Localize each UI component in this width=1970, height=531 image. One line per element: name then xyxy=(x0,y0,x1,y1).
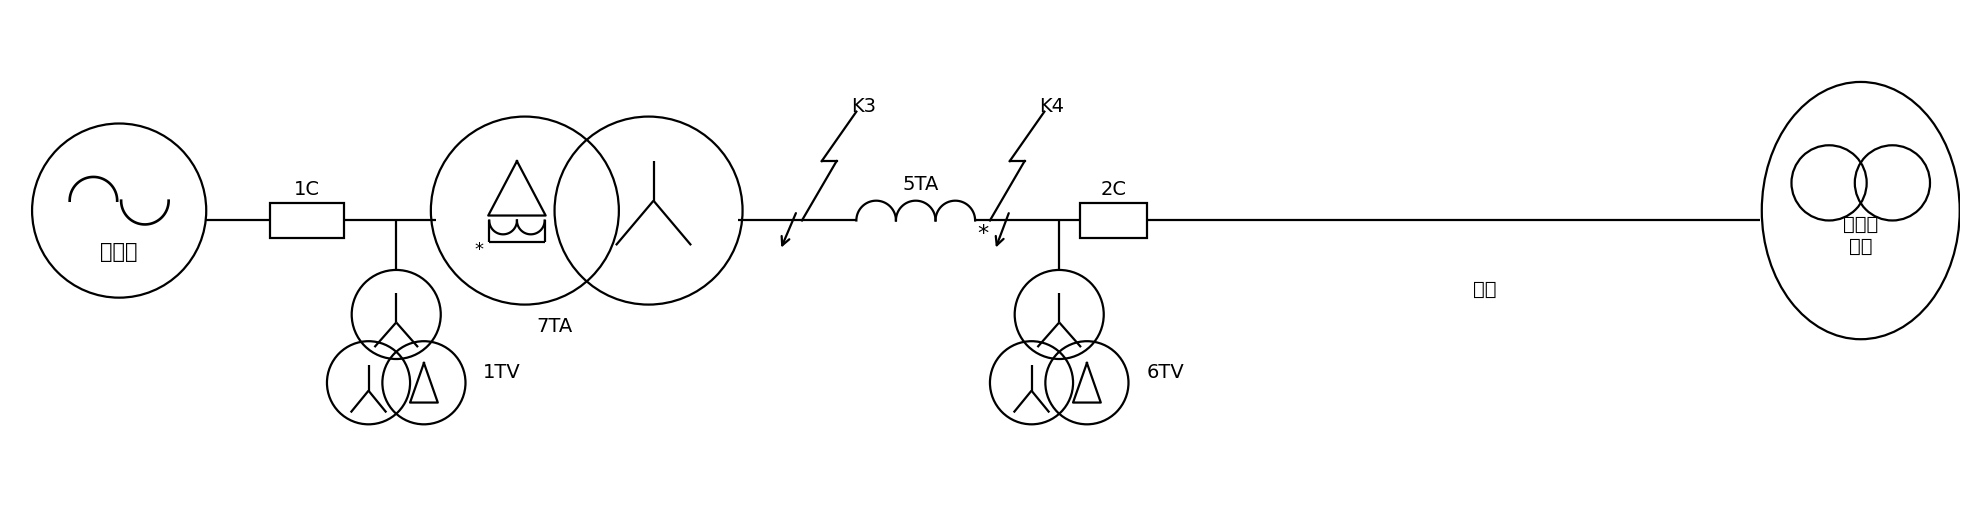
Text: 1C: 1C xyxy=(294,180,321,199)
Text: 6TV: 6TV xyxy=(1147,363,1184,382)
Text: 1TV: 1TV xyxy=(483,363,520,382)
Text: 无穷大
系统: 无穷大 系统 xyxy=(1844,215,1877,256)
Text: 7TA: 7TA xyxy=(536,317,573,336)
Bar xyxy=(1080,203,1147,238)
Text: *: * xyxy=(977,224,989,244)
Text: K3: K3 xyxy=(851,97,877,116)
Text: 线路: 线路 xyxy=(1474,280,1497,299)
Bar xyxy=(270,203,345,238)
Text: 2C: 2C xyxy=(1101,180,1127,199)
Text: K4: K4 xyxy=(1038,97,1064,116)
Text: *: * xyxy=(475,241,485,259)
Text: 5TA: 5TA xyxy=(902,175,940,194)
Text: 发电机: 发电机 xyxy=(100,242,138,262)
